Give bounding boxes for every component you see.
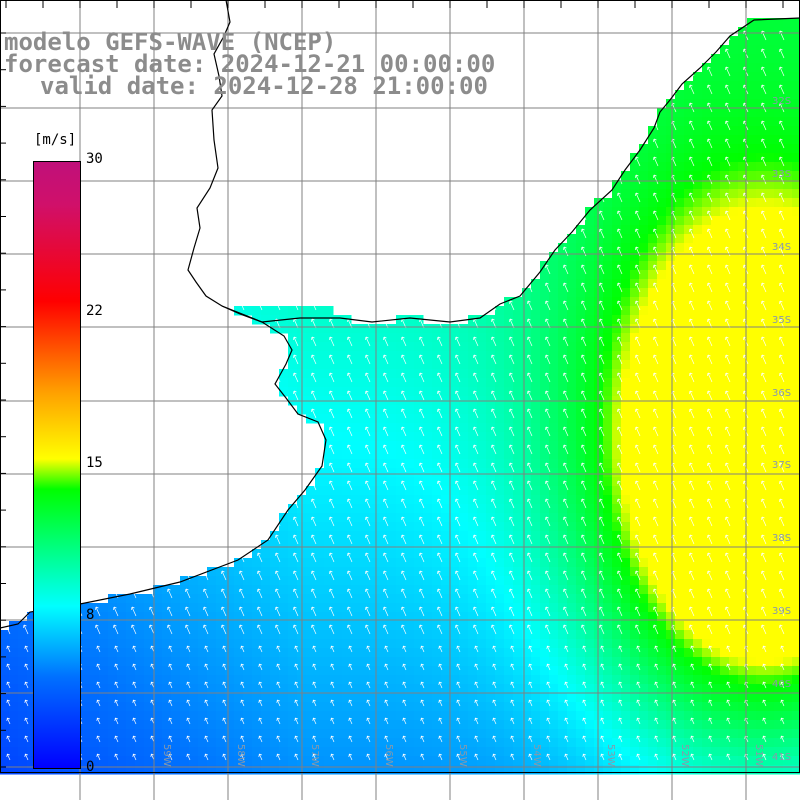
colorbar-tick-30: 30 bbox=[86, 151, 103, 167]
grid-labels: 32S 33S 34S 35S 36S 37S 38S 39S 40S 41S 59W 58W 57W 5… bbox=[161, 96, 791, 767]
lat-label: 41S bbox=[772, 752, 791, 763]
lat-label: 39S bbox=[772, 606, 791, 617]
lon-label: 55W bbox=[457, 744, 468, 767]
lon-label: 54W bbox=[531, 744, 542, 767]
lon-label: 59W bbox=[161, 744, 172, 767]
lat-label: 35S bbox=[772, 315, 791, 326]
lat-label: 38S bbox=[772, 533, 791, 544]
colorbar-tick-22: 22 bbox=[86, 303, 103, 319]
colorbar-tick-15: 15 bbox=[86, 455, 103, 471]
lon-label: 52W bbox=[679, 744, 690, 767]
lon-label: 53W bbox=[605, 744, 616, 767]
wind-arrows bbox=[5, 30, 785, 761]
colorbar-tick-0: 0 bbox=[86, 759, 95, 775]
colorbar-tick-8: 8 bbox=[86, 607, 95, 623]
lon-label: 58W bbox=[235, 744, 246, 767]
forecast-date: forecast date: 2024-12-21 00:00:00 bbox=[4, 50, 496, 78]
lat-label: 40S bbox=[772, 679, 791, 690]
lat-label: 33S bbox=[772, 169, 791, 180]
lon-label: 51W bbox=[753, 744, 764, 767]
lat-label: 36S bbox=[772, 388, 791, 399]
lat-label: 37S bbox=[772, 460, 791, 471]
lat-label: 34S bbox=[772, 242, 791, 253]
lat-label: 32S bbox=[772, 96, 791, 107]
wind-speed-field bbox=[0, 18, 800, 775]
lon-label: 56W bbox=[383, 744, 394, 767]
coastline bbox=[0, 0, 800, 629]
valid-date: valid date: 2024-12-28 21:00:00 bbox=[40, 72, 488, 100]
colorbar bbox=[33, 161, 81, 769]
model-title: modelo GEFS-WAVE (NCEP) bbox=[4, 28, 337, 56]
lon-label: 57W bbox=[309, 744, 320, 767]
colorbar-unit: [m/s] bbox=[34, 132, 77, 148]
